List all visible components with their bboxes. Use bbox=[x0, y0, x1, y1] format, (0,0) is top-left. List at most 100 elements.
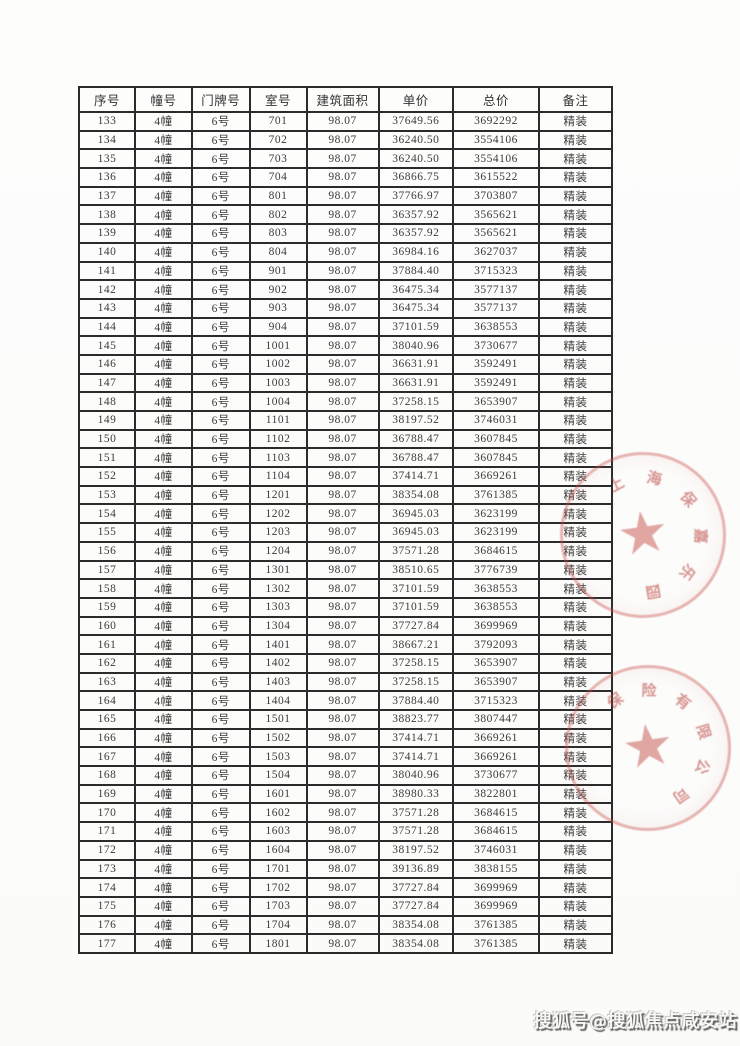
cell-serial: 164 bbox=[78, 690, 136, 711]
cell-room: 802 bbox=[248, 204, 308, 226]
table-row: 161 4幢 6号 1401 98.07 38667.21 3792093 精装 bbox=[78, 634, 614, 655]
cell-area: 98.07 bbox=[305, 484, 380, 506]
cell-remark: 精装 bbox=[537, 185, 614, 207]
cell-room: 1701 bbox=[248, 858, 308, 880]
cell-total-price: 3692292 bbox=[452, 111, 540, 132]
cell-unit-price: 36788.47 bbox=[377, 428, 455, 450]
seal-arc-character: 乐 bbox=[675, 560, 697, 583]
cell-room: 901 bbox=[248, 260, 308, 282]
table-row: 134 4幢 6号 702 98.07 36240.50 3554106 精装 bbox=[78, 129, 614, 151]
cell-building: 4幢 bbox=[133, 335, 193, 356]
cell-building: 4幢 bbox=[133, 260, 193, 282]
table-row: 139 4幢 6号 803 98.07 36357.92 3565621 精装 bbox=[78, 223, 614, 244]
cell-room: 1502 bbox=[248, 727, 308, 749]
cell-building: 4幢 bbox=[133, 783, 193, 805]
cell-unit-price: 38823.77 bbox=[377, 709, 455, 730]
cell-remark: 精装 bbox=[537, 279, 614, 300]
cell-serial: 176 bbox=[78, 914, 136, 936]
cell-remark: 精装 bbox=[537, 746, 614, 768]
table-row: 166 4幢 6号 1502 98.07 37414.71 3669261 精装 bbox=[78, 727, 614, 749]
cell-door-number: 6号 bbox=[190, 129, 251, 151]
cell-unit-price: 38197.52 bbox=[377, 410, 455, 431]
cell-serial: 168 bbox=[78, 765, 136, 786]
cell-area: 98.07 bbox=[305, 727, 380, 749]
cell-door-number: 6号 bbox=[190, 634, 251, 655]
cell-unit-price: 37727.84 bbox=[377, 615, 455, 637]
cell-building: 4幢 bbox=[133, 223, 193, 244]
cell-unit-price: 38667.21 bbox=[377, 634, 455, 655]
cell-door-number: 6号 bbox=[190, 858, 251, 880]
cell-serial: 155 bbox=[78, 522, 136, 543]
cell-serial: 143 bbox=[78, 297, 136, 319]
cell-door-number: 6号 bbox=[190, 241, 251, 263]
cell-remark: 精装 bbox=[537, 821, 614, 842]
cell-serial: 170 bbox=[78, 802, 136, 824]
cell-total-price: 3792093 bbox=[452, 634, 540, 655]
table-row: 148 4幢 6号 1004 98.07 37258.15 3653907 精装 bbox=[78, 391, 614, 412]
cell-room: 1003 bbox=[248, 372, 308, 394]
cell-building: 4幢 bbox=[133, 372, 193, 394]
cell-room: 1001 bbox=[248, 335, 308, 356]
cell-serial: 154 bbox=[78, 503, 136, 525]
cell-door-number: 6号 bbox=[190, 914, 251, 936]
header-cell: 幢号 bbox=[133, 86, 193, 113]
table-row: 142 4幢 6号 902 98.07 36475.34 3577137 精装 bbox=[78, 279, 614, 300]
cell-door-number: 6号 bbox=[190, 559, 251, 581]
cell-unit-price: 37258.15 bbox=[377, 671, 455, 693]
header-cell: 门牌号 bbox=[190, 86, 251, 113]
cell-unit-price: 37101.59 bbox=[377, 578, 455, 599]
cell-remark: 精装 bbox=[537, 241, 614, 263]
cell-door-number: 6号 bbox=[190, 895, 251, 917]
cell-serial: 153 bbox=[78, 484, 136, 506]
cell-building: 4幢 bbox=[133, 316, 193, 338]
cell-remark: 精装 bbox=[537, 634, 614, 655]
cell-building: 4幢 bbox=[133, 596, 193, 618]
cell-building: 4幢 bbox=[133, 391, 193, 412]
cell-remark: 精装 bbox=[537, 615, 614, 637]
cell-room: 1202 bbox=[248, 503, 308, 525]
star-icon: ★ bbox=[617, 708, 679, 783]
cell-total-price: 3715323 bbox=[452, 260, 540, 282]
cell-area: 98.07 bbox=[305, 615, 380, 637]
cell-building: 4幢 bbox=[133, 615, 193, 637]
cell-door-number: 6号 bbox=[190, 578, 251, 599]
cell-remark: 精装 bbox=[537, 148, 614, 170]
table-row: 172 4幢 6号 1604 98.07 38197.52 3746031 精装 bbox=[78, 839, 614, 861]
cell-remark: 精装 bbox=[537, 914, 614, 936]
cell-room: 902 bbox=[248, 279, 308, 300]
cell-total-price: 3554106 bbox=[452, 129, 540, 151]
cell-building: 4幢 bbox=[133, 690, 193, 711]
table-row: 133 4幢 6号 701 98.07 37649.56 3692292 精装 bbox=[78, 111, 614, 132]
cell-room: 1103 bbox=[248, 447, 308, 469]
cell-remark: 精装 bbox=[537, 428, 614, 450]
cell-remark: 精装 bbox=[537, 858, 614, 880]
cell-serial: 135 bbox=[78, 148, 136, 170]
cell-room: 903 bbox=[248, 297, 308, 319]
header-cell: 单价 bbox=[377, 86, 455, 113]
cell-unit-price: 36631.91 bbox=[377, 372, 455, 394]
cell-building: 4幢 bbox=[133, 933, 193, 954]
cell-serial: 173 bbox=[78, 858, 136, 880]
cell-remark: 精装 bbox=[537, 391, 614, 412]
cell-door-number: 6号 bbox=[190, 223, 251, 244]
cell-unit-price: 37727.84 bbox=[377, 895, 455, 917]
cell-room: 904 bbox=[248, 316, 308, 338]
cell-area: 98.07 bbox=[305, 765, 380, 786]
cell-room: 1203 bbox=[248, 522, 308, 543]
cell-total-price: 3776739 bbox=[452, 559, 540, 581]
cell-total-price: 3807447 bbox=[452, 709, 540, 730]
cell-remark: 精装 bbox=[537, 111, 614, 132]
cell-building: 4幢 bbox=[133, 466, 193, 487]
cell-serial: 157 bbox=[78, 559, 136, 581]
cell-area: 98.07 bbox=[305, 746, 380, 768]
cell-remark: 精装 bbox=[537, 765, 614, 786]
cell-unit-price: 36240.50 bbox=[377, 129, 455, 151]
cell-total-price: 3638553 bbox=[452, 578, 540, 599]
cell-building: 4幢 bbox=[133, 522, 193, 543]
cell-serial: 137 bbox=[78, 185, 136, 207]
cell-unit-price: 36788.47 bbox=[377, 447, 455, 469]
cell-building: 4幢 bbox=[133, 858, 193, 880]
cell-door-number: 6号 bbox=[190, 802, 251, 824]
cell-serial: 146 bbox=[78, 353, 136, 375]
